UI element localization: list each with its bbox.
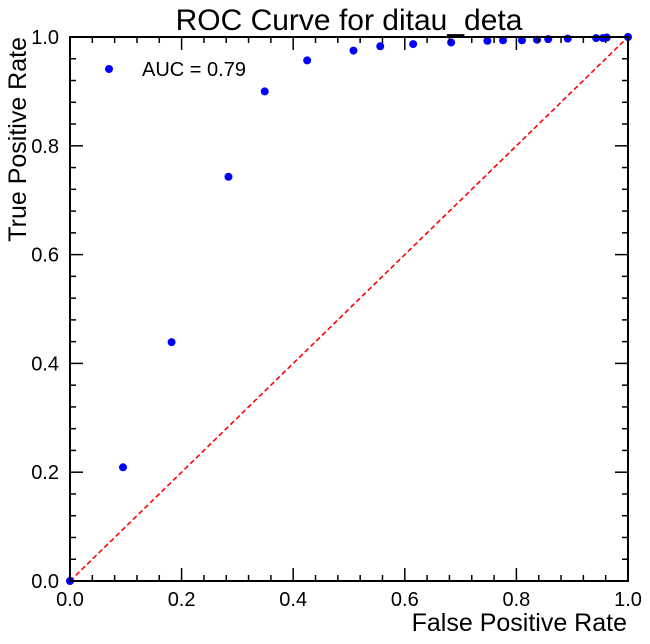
data-point <box>349 46 358 55</box>
data-point <box>483 36 492 45</box>
y-tick-label: 0.0 <box>31 571 59 593</box>
y-tick-label: 1.0 <box>31 27 59 49</box>
x-tick-label: 0.4 <box>279 589 307 611</box>
reference-diagonal-line <box>69 36 629 582</box>
data-point <box>376 42 385 51</box>
x-tick-label: 0.8 <box>502 589 530 611</box>
x-tick-label: 0.2 <box>168 589 196 611</box>
data-point <box>409 40 418 49</box>
data-point <box>303 56 312 65</box>
x-tick-label: 1.0 <box>614 589 642 611</box>
y-tick-label: 0.4 <box>31 353 59 375</box>
reference-diagonal-layer <box>69 36 629 582</box>
y-tick-label: 0.2 <box>31 462 59 484</box>
x-tick-label: 0.6 <box>391 589 419 611</box>
data-point <box>224 172 233 181</box>
data-point <box>517 36 526 45</box>
y-axis-label: True Positive Rate <box>4 37 32 242</box>
legend-entry-label: AUC = 0.79 <box>142 59 246 81</box>
data-point <box>563 34 572 43</box>
data-point <box>119 463 128 472</box>
y-tick-label: 0.8 <box>31 136 59 158</box>
chart-title: ROC Curve for ditau_deta <box>176 4 523 37</box>
data-point <box>499 36 508 45</box>
legend: AUC = 0.79 <box>105 59 246 81</box>
x-tick-labels: 0.0 0.2 0.4 0.6 0.8 1.0 <box>56 589 642 611</box>
plot-frame <box>69 36 629 582</box>
y-tick-label: 0.6 <box>31 245 59 267</box>
data-point <box>260 87 269 96</box>
y-tick-labels: 0.0 0.2 0.4 0.6 0.8 1.0 <box>31 27 59 593</box>
ticks-layer <box>69 36 629 582</box>
data-point <box>447 38 456 47</box>
x-axis-label: False Positive Rate <box>412 609 627 637</box>
data-point <box>167 338 176 347</box>
x-tick-label: 0.0 <box>56 589 84 611</box>
legend-marker <box>105 65 113 73</box>
